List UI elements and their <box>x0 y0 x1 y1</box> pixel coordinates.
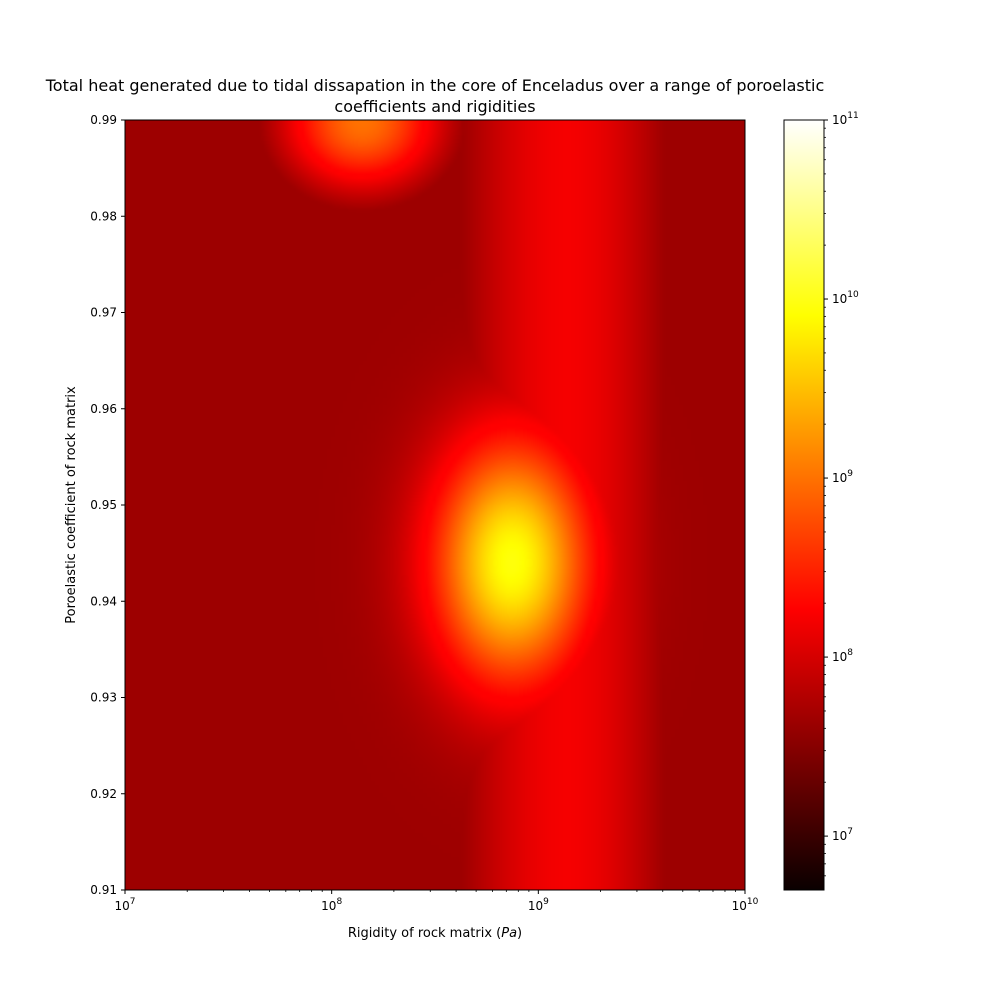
y-tick-label: 0.92 <box>90 787 117 801</box>
chart-title-line1: Total heat generated due to tidal dissap… <box>45 76 825 95</box>
chart-title-line2: coefficients and rigidities <box>334 97 535 116</box>
y-tick-label: 0.97 <box>90 306 117 320</box>
x-axis: 107 108 109 1010 <box>114 890 759 913</box>
y-tick-label: 0.95 <box>90 498 117 512</box>
colorbar-frame <box>783 119 825 891</box>
x-tick-label: 1010 <box>732 897 759 913</box>
y-tick-label: 0.94 <box>90 594 117 608</box>
y-tick-label: 0.99 <box>90 113 117 127</box>
colorbar-tick-label: 1010 <box>832 290 859 306</box>
colorbar-ticks: 107 108 109 1010 1011 <box>824 111 859 877</box>
colorbar-tick-label: 1011 <box>832 111 859 127</box>
y-tick-label: 0.98 <box>90 209 117 223</box>
colorbar: 107 108 109 1010 1011 <box>783 111 859 891</box>
heatmap-image <box>125 120 745 890</box>
y-axis: 0.91 0.92 0.93 0.94 0.95 0.96 0.97 0.98 0.99 <box>90 113 125 897</box>
heatmap-plot-area <box>124 119 746 891</box>
x-tick-label: 108 <box>321 897 342 913</box>
colorbar-tick-label: 108 <box>832 648 853 664</box>
colorbar-gradient <box>784 120 824 890</box>
colorbar-tick-label: 109 <box>832 469 853 485</box>
y-tick-label: 0.96 <box>90 402 117 416</box>
y-axis-label: Poroelastic coefficient of rock matrix <box>64 386 79 624</box>
x-tick-label: 109 <box>528 897 549 913</box>
colorbar-tick-label: 107 <box>832 827 853 843</box>
x-axis-label: Rigidity of rock matrix (Pa) <box>348 926 522 941</box>
x-tick-label: 107 <box>114 897 135 913</box>
y-tick-label: 0.93 <box>90 691 117 705</box>
y-tick-label: 0.91 <box>90 883 117 897</box>
